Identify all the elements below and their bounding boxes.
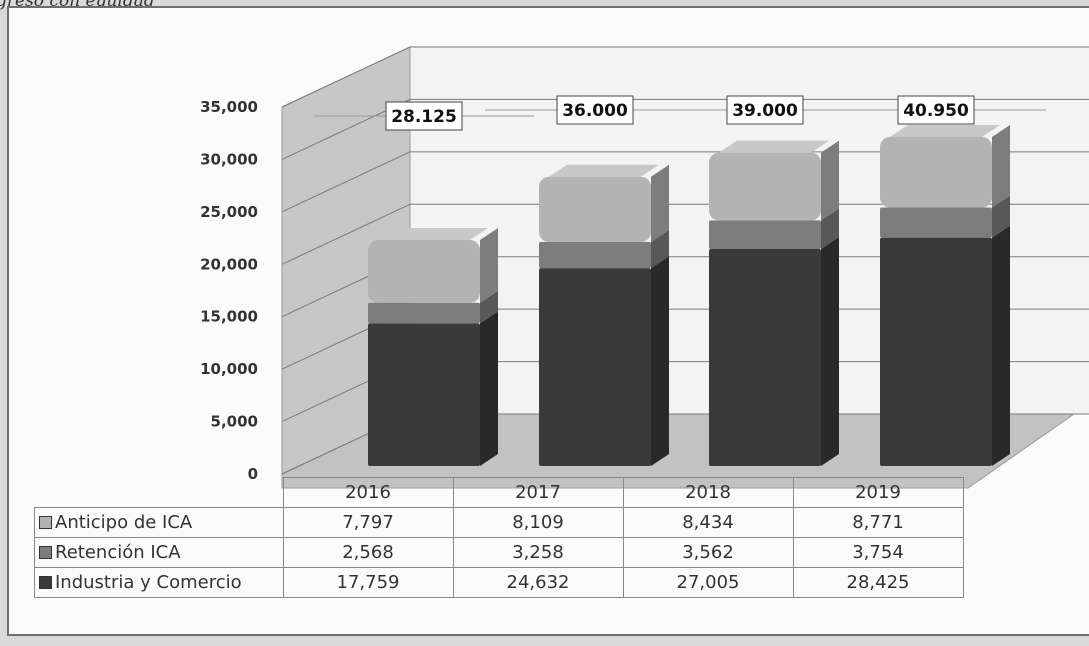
table-year-header: 2018 bbox=[622, 477, 794, 508]
gridline bbox=[281, 46, 1089, 108]
bar-segment bbox=[880, 237, 992, 466]
table-cell: 28,425 bbox=[792, 567, 964, 598]
page-caption: greso con equidad bbox=[0, 0, 155, 11]
table-cell: 3,754 bbox=[792, 537, 964, 568]
y-tick-label: 30,000 bbox=[200, 150, 258, 168]
legend-swatch-anticipo bbox=[39, 516, 52, 529]
table-row-anticipo: Anticipo de ICA 7,797 8,109 8,434 8,771 bbox=[34, 507, 964, 538]
table-row-label-text: Anticipo de ICA bbox=[55, 512, 193, 533]
table-cell: 2,568 bbox=[282, 537, 454, 568]
table-row-label: Retención ICA bbox=[34, 537, 284, 568]
total-label-box bbox=[556, 95, 634, 125]
total-label: 28.125 bbox=[391, 107, 457, 127]
bar-2018 bbox=[709, 140, 839, 466]
gridline bbox=[281, 203, 1089, 265]
bar-segment-side bbox=[651, 164, 669, 242]
bar-segment bbox=[368, 323, 480, 466]
table-year-header: 2016 bbox=[282, 477, 454, 508]
bar-segment bbox=[709, 249, 821, 466]
bar-top-face bbox=[378, 228, 488, 241]
bar-segment-side bbox=[480, 228, 498, 303]
gridline bbox=[281, 151, 1089, 213]
total-label-box bbox=[726, 95, 804, 125]
total-label: 40.950 bbox=[903, 101, 969, 121]
table-cell: 8,109 bbox=[452, 507, 624, 538]
bar-segment bbox=[539, 268, 651, 466]
table-row-label-text: Retención ICA bbox=[55, 542, 181, 563]
bar-top-face bbox=[719, 140, 829, 153]
total-label-box bbox=[897, 95, 975, 125]
y-tick-label: 25,000 bbox=[200, 203, 258, 221]
table-row-label: Industria y Comercio bbox=[34, 567, 284, 598]
table-cell: 24,632 bbox=[452, 567, 624, 598]
bar-segment-side bbox=[821, 237, 839, 466]
legend-swatch-retencion bbox=[39, 546, 52, 559]
y-tick-label: 0 bbox=[248, 465, 258, 483]
bar-segment bbox=[709, 152, 821, 221]
table-cell: 8,771 bbox=[792, 507, 964, 538]
bar-2019 bbox=[880, 125, 1010, 466]
table-year-header: 2017 bbox=[452, 477, 624, 508]
legend-swatch-industria bbox=[39, 576, 52, 589]
bar-segment bbox=[709, 220, 821, 250]
chart-bars bbox=[368, 125, 1010, 466]
bar-segment-side bbox=[821, 140, 839, 221]
table-row-retencion: Retención ICA 2,568 3,258 3,562 3,754 bbox=[34, 537, 964, 568]
table-cell: 27,005 bbox=[622, 567, 794, 598]
bar-segment bbox=[368, 240, 480, 303]
bar-segment bbox=[539, 241, 651, 269]
y-axis: 0 5,000 10,000 15,000 20,000 25,000 30,000 35,0… bbox=[200, 98, 258, 483]
table-row-label: Anticipo de ICA bbox=[34, 507, 284, 538]
gridline bbox=[281, 98, 1089, 160]
table-cell: 17,759 bbox=[282, 567, 454, 598]
bar-segment bbox=[880, 207, 992, 238]
table-row-industria: Industria y Comercio 17,759 24,632 27,00… bbox=[34, 567, 964, 598]
bar-2017 bbox=[539, 164, 669, 466]
bar-segment-side bbox=[992, 195, 1010, 238]
table-cell: 3,562 bbox=[622, 537, 794, 568]
bar-segment-side bbox=[480, 290, 498, 324]
table-corner bbox=[35, 478, 284, 508]
data-table: 2016 2017 2018 2019 Anticipo de ICA 7,79… bbox=[34, 477, 964, 598]
table-header-row: 2016 2017 2018 2019 bbox=[35, 477, 964, 508]
y-tick-label: 20,000 bbox=[200, 255, 258, 273]
bar-segment-side bbox=[821, 208, 839, 250]
y-tick-label: 10,000 bbox=[200, 360, 258, 378]
total-label-box bbox=[385, 101, 463, 131]
bar-top-face bbox=[890, 125, 1000, 137]
table-year-header: 2019 bbox=[792, 477, 964, 508]
bar-2016 bbox=[368, 228, 498, 466]
bar-segment-side bbox=[651, 229, 669, 269]
bar-segment bbox=[539, 176, 651, 242]
table-cell: 7,797 bbox=[282, 507, 454, 538]
bar-segment bbox=[880, 137, 992, 208]
y-tick-label: 15,000 bbox=[200, 308, 258, 326]
total-label: 36.000 bbox=[562, 101, 628, 121]
total-labels: 28.125 36.000 39.000 40.950 bbox=[314, 95, 1046, 131]
total-label: 39.000 bbox=[732, 101, 798, 121]
bar-segment-side bbox=[992, 225, 1010, 466]
y-tick-label: 35,000 bbox=[200, 98, 258, 116]
bar-segment-side bbox=[480, 311, 498, 466]
bar-top-face bbox=[549, 164, 659, 177]
bar-segment-side bbox=[992, 125, 1010, 208]
y-tick-label: 5,000 bbox=[211, 413, 258, 431]
table-cell: 3,258 bbox=[452, 537, 624, 568]
bar-segment bbox=[368, 302, 480, 324]
table-cell: 8,434 bbox=[622, 507, 794, 538]
bar-segment-side bbox=[651, 256, 669, 466]
table-row-label-text: Industria y Comercio bbox=[55, 572, 242, 593]
